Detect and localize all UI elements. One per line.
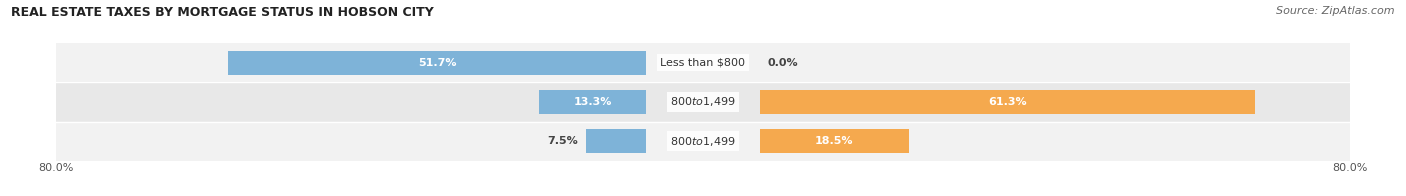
Bar <box>759 90 1256 114</box>
Bar <box>56 82 1350 122</box>
Bar <box>586 129 647 153</box>
Text: 13.3%: 13.3% <box>574 97 612 107</box>
Text: 61.3%: 61.3% <box>988 97 1026 107</box>
Bar <box>759 129 910 153</box>
Text: Source: ZipAtlas.com: Source: ZipAtlas.com <box>1277 6 1395 16</box>
Text: Less than $800: Less than $800 <box>661 58 745 68</box>
Bar <box>56 43 1350 82</box>
Bar <box>228 51 647 75</box>
Text: 0.0%: 0.0% <box>768 58 799 68</box>
Text: 7.5%: 7.5% <box>547 136 578 146</box>
Text: 51.7%: 51.7% <box>418 58 457 68</box>
Text: $800 to $1,499: $800 to $1,499 <box>671 135 735 148</box>
Bar <box>56 122 1350 161</box>
Text: $800 to $1,499: $800 to $1,499 <box>671 95 735 108</box>
Text: 18.5%: 18.5% <box>815 136 853 146</box>
Text: REAL ESTATE TAXES BY MORTGAGE STATUS IN HOBSON CITY: REAL ESTATE TAXES BY MORTGAGE STATUS IN … <box>11 6 434 19</box>
Bar <box>538 90 647 114</box>
